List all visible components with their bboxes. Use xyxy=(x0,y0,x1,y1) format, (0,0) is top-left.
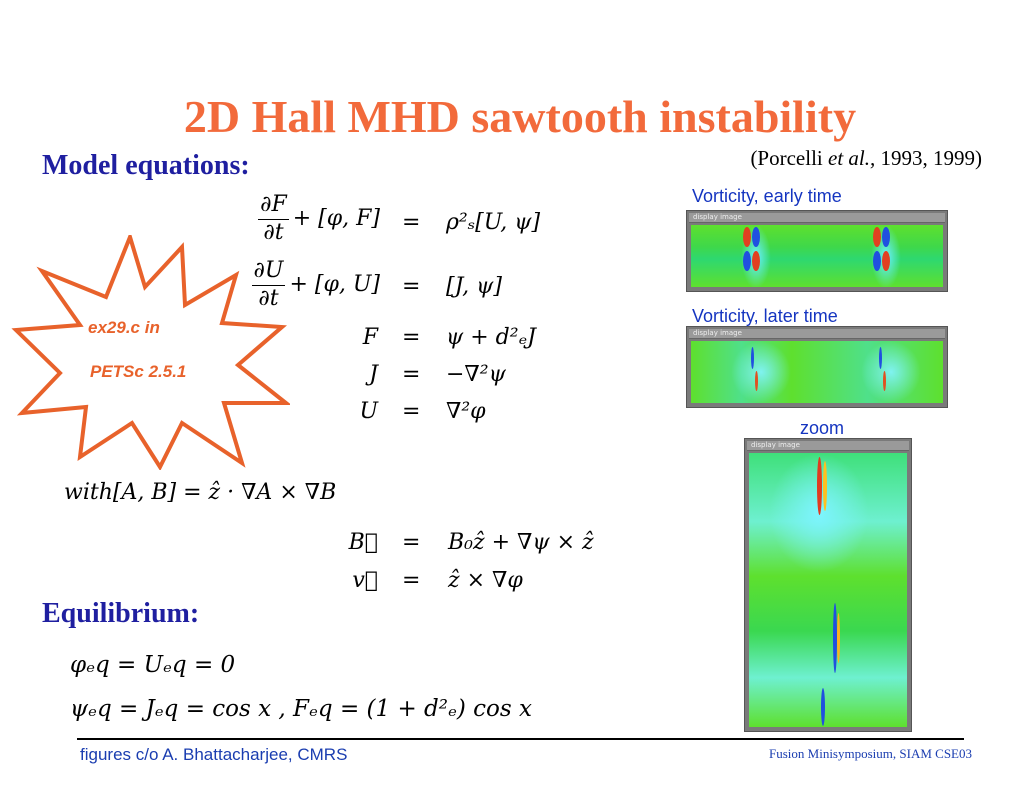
eq4-lhs: J xyxy=(369,362,378,387)
equilibrium-line-1: φₑq = Uₑq = 0 xyxy=(70,652,236,678)
eqb-sign: = xyxy=(402,530,421,555)
eq4-sign: = xyxy=(402,362,421,387)
equilibrium-line-2: ψₑq = Jₑq = cos x , Fₑq = (1 + d²ₑ) cos … xyxy=(70,696,532,722)
early-time-vorticity-image: display image xyxy=(686,210,948,292)
citation: (Porcelli et al., 1993, 1999) xyxy=(750,146,982,171)
poisson-bracket-definition: with[A, B] = ẑ · ∇A × ∇B xyxy=(64,480,337,505)
eq5-rhs: ∇²φ xyxy=(446,399,486,424)
zoom-window-title: display image xyxy=(751,441,800,449)
eq3-sign: = xyxy=(402,325,421,350)
footer-event: Fusion Minisymposium, SIAM CSE03 xyxy=(769,746,972,761)
zoomed-vorticity-image: display image xyxy=(744,438,912,732)
later-time-caption: Vorticity, later time xyxy=(692,306,838,326)
citation-post: 1993, 1999) xyxy=(875,146,983,170)
footer-credit: figures c/o A. Bhattacharjee, CMRS xyxy=(80,745,348,764)
starburst-callout xyxy=(11,235,290,470)
eq2-rhs: [J, ψ] xyxy=(446,274,502,299)
early-window-title: display image xyxy=(693,213,742,221)
footer-divider xyxy=(77,738,964,740)
eqv-rhs: ẑ × ∇φ xyxy=(448,568,523,593)
burst-line-2: PETSc 2.5.1 xyxy=(90,362,187,381)
eq4-rhs: −∇²ψ xyxy=(446,362,506,387)
eq1-num: ∂F xyxy=(258,192,289,220)
eq2-sign: = xyxy=(402,274,421,299)
eq1-sign: = xyxy=(402,210,421,235)
early-time-caption: Vorticity, early time xyxy=(692,186,842,206)
equation-2: ∂U ∂t + [φ, U] = [J, ψ] xyxy=(230,258,630,311)
eqv-lhs: v⃗ xyxy=(352,568,378,593)
model-equations-heading: Model equations: xyxy=(42,150,250,181)
eq2-den: ∂t xyxy=(258,286,279,311)
eq5-sign: = xyxy=(402,399,421,424)
eq3-lhs: F xyxy=(362,325,378,350)
later-time-vorticity-image: display image xyxy=(686,326,948,408)
eq3-rhs: ψ + d²ₑJ xyxy=(446,325,536,350)
slide-title: 2D Hall MHD sawtooth instability xyxy=(183,91,857,142)
equation-1: ∂F ∂t + [φ, F] = ρ²ₛ[U, ψ] xyxy=(230,192,630,245)
eq2-num: ∂U xyxy=(251,258,286,286)
eq1-den: ∂t xyxy=(263,220,284,245)
later-window-title: display image xyxy=(693,329,742,337)
eq1-rhs: ρ²ₛ[U, ψ] xyxy=(446,210,541,235)
zoom-caption: zoom xyxy=(800,418,845,438)
eqb-rhs: B₀ẑ + ∇ψ × ẑ xyxy=(448,530,594,555)
eqb-lhs: B⃗ xyxy=(348,530,378,555)
equilibrium-heading: Equilibrium: xyxy=(42,598,200,629)
burst-line-1: ex29.c in xyxy=(88,318,160,337)
citation-pre: (Porcelli xyxy=(750,146,828,170)
citation-etal: et al., xyxy=(828,146,876,170)
eq2-tail: + [φ, U] xyxy=(289,272,380,297)
eq5-lhs: U xyxy=(359,399,378,424)
eq1-tail: + [φ, F] xyxy=(292,206,380,231)
eqv-sign: = xyxy=(402,568,421,593)
